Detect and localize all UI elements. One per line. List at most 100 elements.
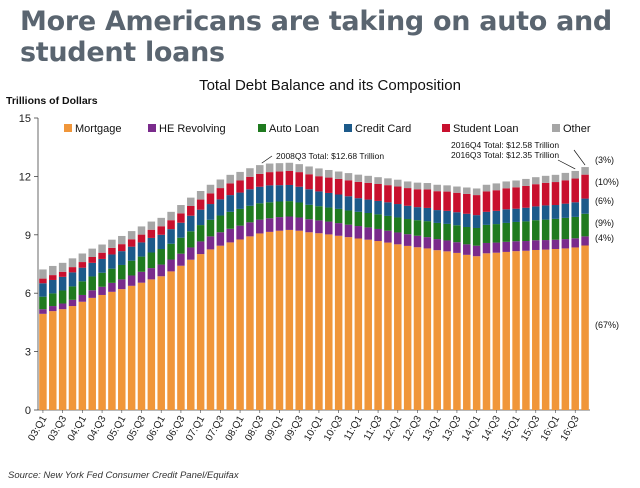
bar-segment-he_revolving: [581, 236, 589, 246]
bar-segment-other: [68, 258, 77, 268]
bar-segment-other: [285, 162, 294, 171]
annotation-arrow: [557, 159, 576, 170]
bar-segment-student_loan: [482, 191, 491, 212]
bar-segment-he_revolving: [561, 239, 570, 249]
bar-segment-he_revolving: [118, 279, 126, 290]
bar-segment-other: [433, 184, 441, 192]
bar-segment-mortgage: [216, 245, 225, 410]
bar-segment-mortgage: [88, 297, 96, 410]
bar-segment-credit_card: [216, 199, 225, 216]
bar-segment-mortgage: [561, 248, 570, 410]
bar-segment-auto_loan: [364, 213, 372, 228]
bar-segment-credit_card: [88, 262, 96, 277]
bar-segment-student_loan: [39, 278, 47, 284]
bar-segment-student_loan: [246, 176, 254, 190]
bar-segment-student_loan: [108, 247, 116, 255]
bar-segment-he_revolving: [551, 239, 560, 250]
bar-segment-he_revolving: [413, 235, 422, 248]
bar-segment-auto_loan: [39, 296, 47, 310]
bar-segment-auto_loan: [295, 202, 303, 218]
y-tick-label: 0: [25, 405, 31, 417]
bar-segment-he_revolving: [384, 230, 392, 243]
bar-segment-mortgage: [571, 247, 579, 410]
bar-segment-other: [403, 181, 412, 189]
bar-segment-mortgage: [443, 251, 451, 410]
bar-segment-he_revolving: [334, 223, 343, 236]
bar-segment-auto_loan: [384, 215, 392, 231]
bar-segment-student_loan: [344, 180, 353, 197]
bar-segment-auto_loan: [58, 290, 67, 304]
bar-segment-he_revolving: [492, 242, 501, 253]
bar-segment-auto_loan: [502, 222, 510, 242]
bar-segment-credit_card: [236, 192, 244, 209]
bar-segment-mortgage: [354, 238, 363, 410]
bar-segment-other: [167, 211, 175, 221]
bar-segment-mortgage: [206, 249, 215, 410]
bar-segment-auto_loan: [354, 211, 363, 227]
bar-segment-he_revolving: [443, 240, 451, 252]
bar-segment-student_loan: [433, 191, 441, 211]
bar-segment-student_loan: [403, 188, 412, 206]
bar-segment-credit_card: [325, 192, 333, 208]
bar-segment-auto_loan: [334, 208, 343, 224]
bar-segment-other: [196, 191, 205, 200]
bar-segment-other: [226, 174, 234, 184]
bar-segment-other: [423, 183, 432, 190]
bar-segment-mortgage: [492, 252, 501, 410]
bar-segment-credit_card: [433, 210, 441, 223]
bar-segment-he_revolving: [246, 222, 254, 237]
annotation-text: 2016Q3 Total: $12.35 Trillion: [451, 150, 559, 160]
bar-segment-other: [453, 186, 461, 193]
bar-segment-mortgage: [167, 271, 175, 410]
bar-segment-he_revolving: [295, 217, 303, 231]
bar-segment-credit_card: [541, 205, 550, 220]
annotation-text: 2008Q3 Total: $12.68 Trillion: [276, 151, 384, 161]
bar-segment-student_loan: [512, 187, 520, 209]
bar-segment-auto_loan: [127, 260, 136, 276]
bar-segment-auto_loan: [108, 268, 116, 283]
bar-segment-mortgage: [305, 232, 313, 410]
bar-segment-auto_loan: [216, 215, 225, 233]
bar-segment-credit_card: [285, 184, 294, 202]
bar-segment-student_loan: [541, 182, 550, 206]
bar-segment-student_loan: [423, 189, 432, 208]
bar-segment-other: [522, 178, 530, 186]
bar-segment-student_loan: [334, 178, 343, 195]
bar-segment-other: [551, 174, 560, 183]
bar-segment-other: [275, 163, 284, 172]
bar-segment-student_loan: [236, 180, 244, 193]
bar-segment-student_loan: [413, 189, 422, 208]
bar-segment-other: [206, 184, 215, 194]
bar-segment-student_loan: [206, 193, 215, 205]
bar-segment-credit_card: [453, 212, 461, 226]
x-tick-label: 16:Q3: [559, 414, 582, 443]
bar-segment-student_loan: [492, 190, 501, 211]
bar-segment-credit_card: [354, 198, 363, 212]
bar-segment-student_loan: [187, 205, 195, 216]
bar-segment-mortgage: [58, 309, 67, 410]
bar-segment-mortgage: [394, 244, 402, 410]
bar-segment-credit_card: [118, 251, 126, 265]
bar-segment-student_loan: [127, 239, 136, 247]
bar-segment-auto_loan: [482, 224, 491, 243]
bar-segment-he_revolving: [532, 240, 540, 250]
bar-segment-auto_loan: [551, 218, 560, 240]
legend-label: Credit Card: [355, 123, 411, 135]
bar-segment-auto_loan: [196, 225, 205, 242]
bar-segment-other: [58, 262, 67, 272]
bar-segment-mortgage: [295, 230, 303, 410]
bar-segment-credit_card: [246, 189, 254, 206]
bar-segment-he_revolving: [433, 239, 441, 251]
bar-segment-credit_card: [463, 213, 471, 228]
bar-segment-he_revolving: [364, 227, 372, 240]
bar-segment-student_loan: [325, 177, 333, 193]
legend-swatch-other: [552, 124, 560, 132]
bar-segment-auto_loan: [167, 243, 175, 260]
bar-segment-credit_card: [265, 185, 274, 203]
bar-segment-mortgage: [581, 245, 589, 410]
bar-segment-student_loan: [256, 173, 264, 187]
bar-segment-mortgage: [118, 289, 126, 410]
bar-segment-he_revolving: [472, 245, 481, 257]
bar-segment-other: [334, 171, 343, 179]
annotation-arrow: [573, 149, 586, 166]
